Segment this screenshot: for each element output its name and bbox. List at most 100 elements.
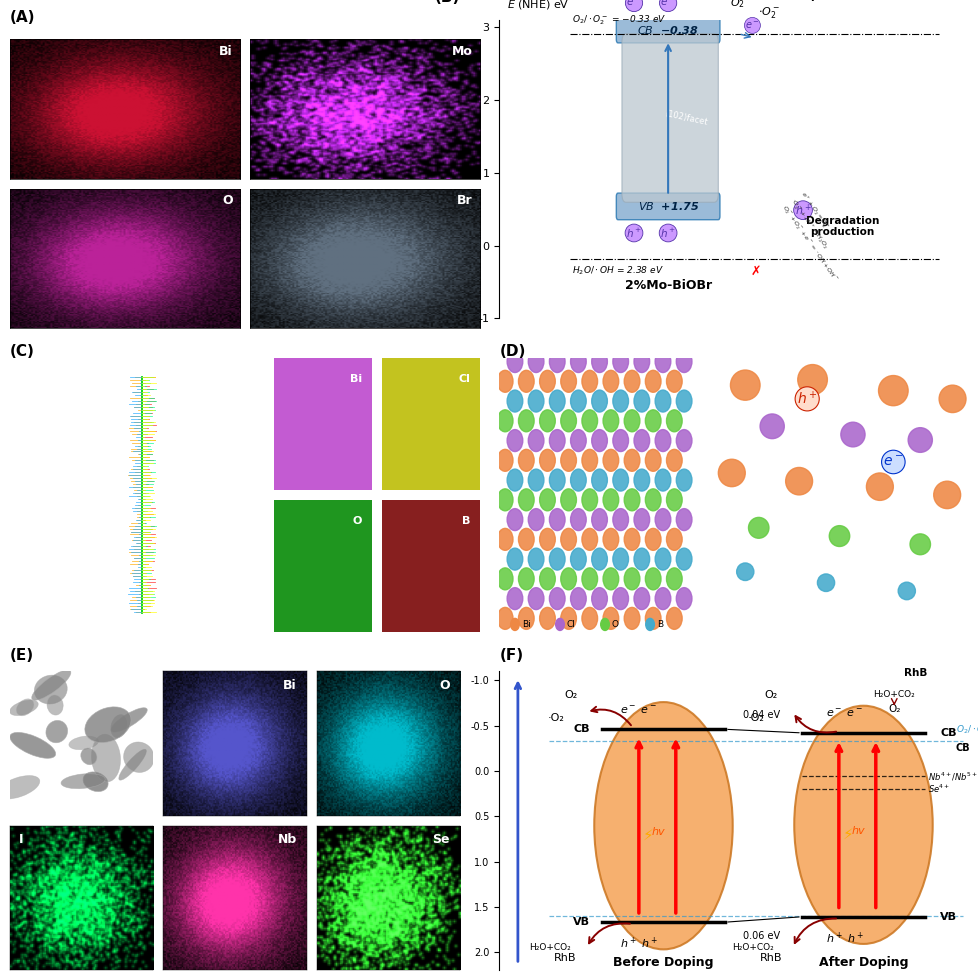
Circle shape [549, 469, 564, 491]
Circle shape [581, 567, 597, 590]
Circle shape [549, 548, 564, 570]
Circle shape [654, 390, 670, 412]
FancyBboxPatch shape [621, 33, 718, 202]
Text: VB: VB [940, 911, 956, 922]
Text: O₂: O₂ [887, 704, 900, 714]
Circle shape [570, 429, 586, 452]
Circle shape [676, 509, 691, 530]
Text: $h^+$: $h^+$ [625, 226, 642, 239]
Text: ⚡: ⚡ [643, 827, 652, 843]
Circle shape [602, 567, 618, 590]
Circle shape [507, 469, 522, 491]
Circle shape [581, 370, 597, 392]
Circle shape [666, 410, 682, 432]
Text: Bi: Bi [350, 373, 362, 383]
Text: Degradation
production: Degradation production [805, 216, 878, 237]
Text: $h^+$: $h^+$ [794, 203, 811, 218]
Circle shape [676, 469, 691, 491]
Circle shape [612, 351, 628, 372]
Text: $e^-$: $e^-$ [882, 455, 903, 469]
Circle shape [654, 509, 670, 530]
Circle shape [518, 450, 534, 471]
Text: hv: hv [651, 827, 665, 837]
Text: (E): (E) [10, 648, 34, 663]
Circle shape [528, 469, 544, 491]
Circle shape [718, 460, 744, 487]
FancyBboxPatch shape [378, 493, 482, 639]
Text: H₂O+CO₂: H₂O+CO₂ [732, 944, 773, 953]
Circle shape [624, 450, 640, 471]
Text: $e^-$: $e^-$ [626, 0, 642, 9]
Text: (C): (C) [10, 344, 34, 360]
Circle shape [748, 517, 768, 538]
Circle shape [602, 528, 618, 551]
Ellipse shape [85, 707, 131, 743]
Text: 0.04 eV: 0.04 eV [742, 710, 779, 720]
Circle shape [518, 528, 534, 551]
Text: 10 μm: 10 μm [28, 804, 57, 812]
Circle shape [518, 489, 534, 511]
Ellipse shape [10, 700, 38, 715]
Text: $VB$  +1.75: $VB$ +1.75 [637, 201, 698, 213]
Circle shape [624, 489, 640, 511]
Circle shape [654, 588, 670, 610]
Ellipse shape [46, 720, 67, 743]
Text: $CB$  −0.38: $CB$ −0.38 [637, 24, 698, 35]
Circle shape [602, 489, 618, 511]
Circle shape [624, 370, 640, 392]
Text: RhB: RhB [759, 954, 781, 963]
Circle shape [676, 548, 691, 570]
Circle shape [539, 489, 555, 511]
Text: I: I [19, 833, 22, 846]
Circle shape [570, 588, 586, 610]
Circle shape [549, 351, 564, 372]
Text: Before Doping: Before Doping [612, 956, 713, 968]
Text: $E$ (NHE) eV: $E$ (NHE) eV [507, 0, 569, 11]
Text: $O_2/\cdot O_2^-$: $O_2/\cdot O_2^-$ [955, 723, 978, 737]
Ellipse shape [47, 695, 64, 715]
Circle shape [676, 429, 691, 452]
Circle shape [518, 410, 534, 432]
Text: B: B [656, 620, 662, 629]
Circle shape [676, 390, 691, 412]
Circle shape [612, 469, 628, 491]
FancyBboxPatch shape [378, 351, 482, 497]
Text: $O_2$: $O_2$ [730, 0, 744, 10]
Text: 1 μm: 1 μm [51, 615, 75, 626]
Text: $O_2/\cdot O_2^-$ = −0.33 eV: $O_2/\cdot O_2^-$ = −0.33 eV [571, 14, 666, 27]
Circle shape [797, 365, 826, 395]
Circle shape [602, 608, 618, 629]
Circle shape [511, 618, 518, 630]
Text: CB: CB [955, 743, 969, 753]
Text: RhB: RhB [903, 667, 926, 678]
FancyBboxPatch shape [616, 17, 719, 43]
Circle shape [645, 618, 653, 630]
Circle shape [666, 370, 682, 392]
FancyBboxPatch shape [271, 493, 375, 639]
Circle shape [602, 450, 618, 471]
Text: $\cdot O_2^-$: $\cdot O_2^-$ [758, 6, 779, 21]
Circle shape [581, 528, 597, 551]
Circle shape [507, 588, 522, 610]
Circle shape [560, 489, 576, 511]
Ellipse shape [118, 750, 146, 780]
Circle shape [634, 588, 649, 610]
FancyBboxPatch shape [271, 351, 375, 497]
Circle shape [507, 351, 522, 372]
Circle shape [539, 370, 555, 392]
Circle shape [612, 509, 628, 530]
Circle shape [654, 351, 670, 372]
Text: H₂O+CO₂: H₂O+CO₂ [528, 944, 570, 953]
Circle shape [591, 429, 606, 452]
FancyBboxPatch shape [2, 344, 272, 646]
Circle shape [528, 351, 544, 372]
Circle shape [560, 410, 576, 432]
Text: $e^-$ $e^-$: $e^-$ $e^-$ [620, 705, 657, 715]
Text: (D): (D) [499, 344, 525, 360]
Circle shape [560, 370, 576, 392]
Circle shape [624, 528, 640, 551]
Circle shape [645, 410, 660, 432]
Circle shape [645, 567, 660, 590]
Circle shape [591, 548, 606, 570]
Text: $h^+$ $h^+$: $h^+$ $h^+$ [825, 930, 864, 946]
